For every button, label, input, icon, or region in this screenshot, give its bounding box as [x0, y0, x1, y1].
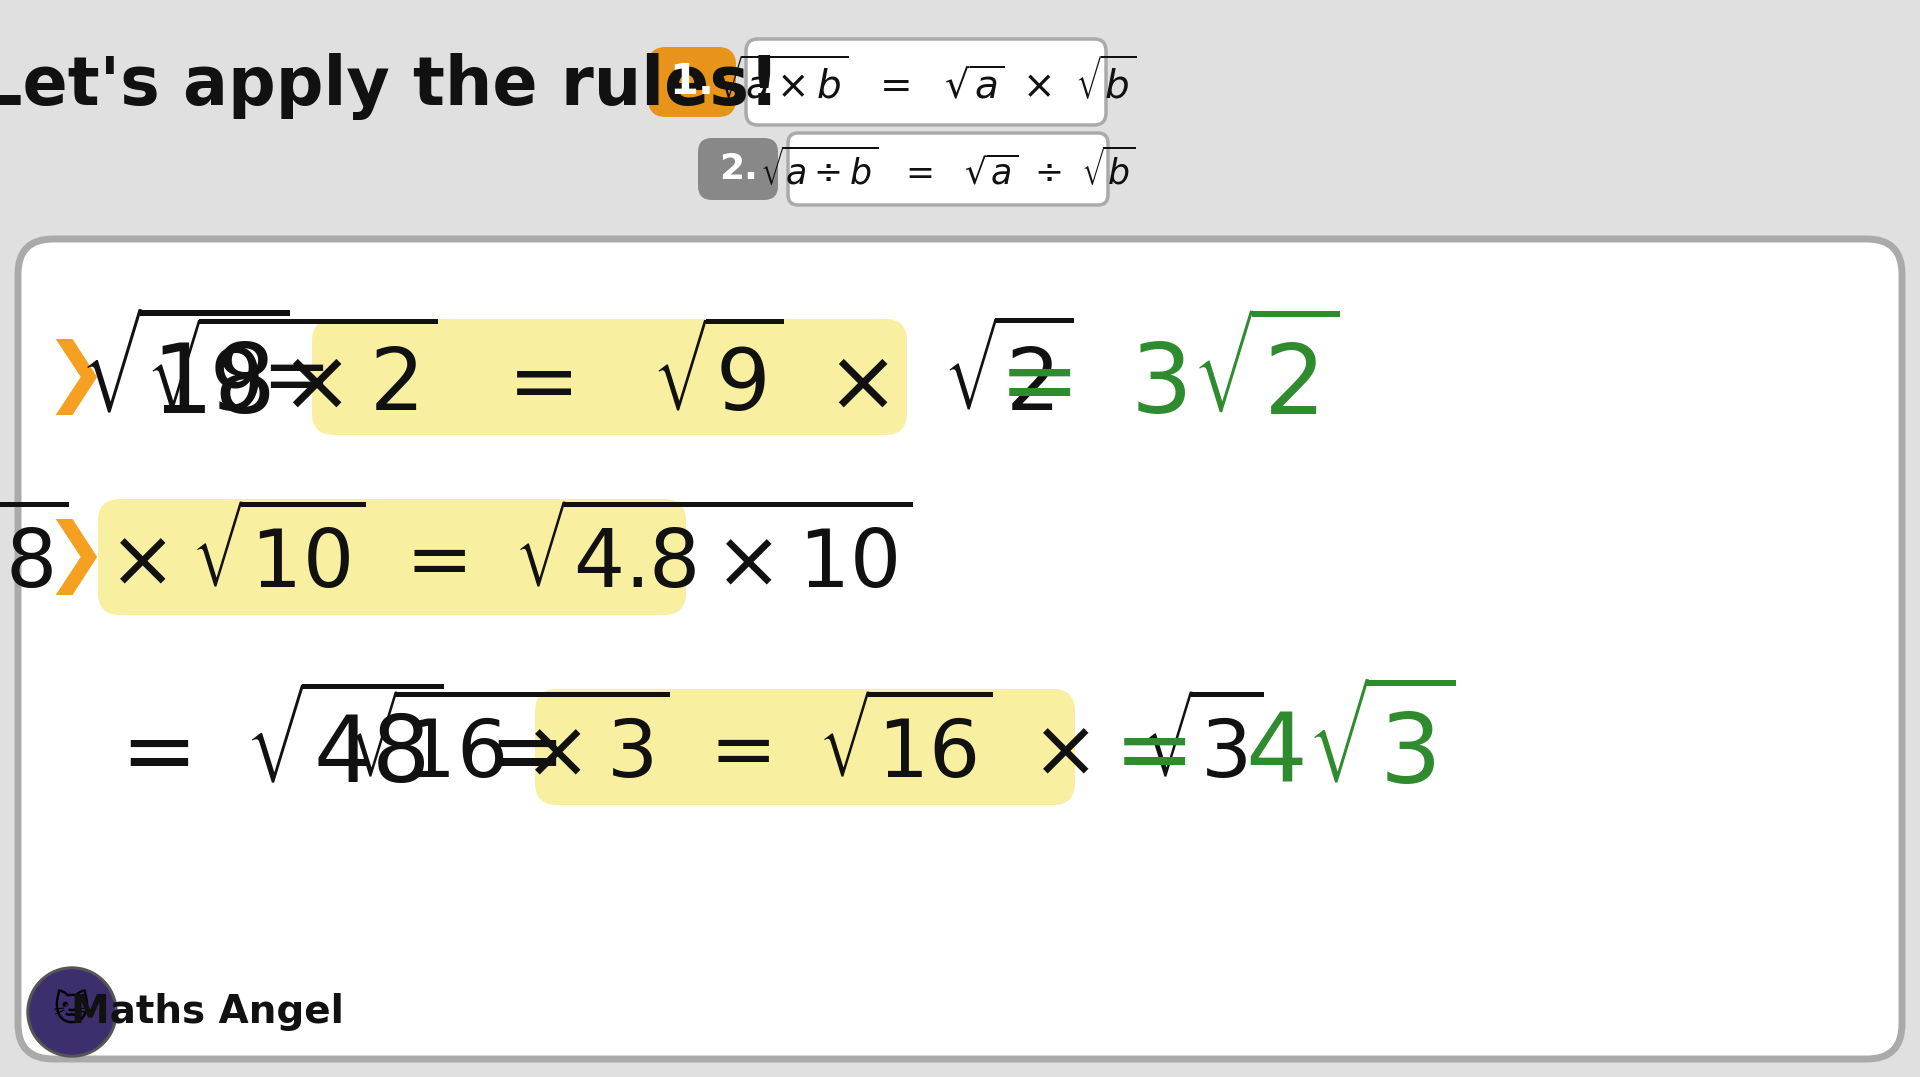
- Text: Let's apply the rules!: Let's apply the rules!: [0, 54, 780, 121]
- FancyBboxPatch shape: [699, 138, 778, 200]
- Text: ❯: ❯: [42, 339, 108, 415]
- Text: $\sqrt{4.8}\ \times\sqrt{10}\ =\ \sqrt{4.8 \times 10}$: $\sqrt{4.8}\ \times\sqrt{10}\ =\ \sqrt{4…: [0, 509, 912, 604]
- FancyBboxPatch shape: [98, 499, 685, 615]
- Text: $=\ 3\sqrt{2}$: $=\ 3\sqrt{2}$: [979, 320, 1340, 434]
- Text: $=\ \sqrt{48}\ =$: $=\ \sqrt{48}\ =$: [102, 693, 557, 801]
- Text: ❯: ❯: [42, 519, 108, 595]
- Circle shape: [31, 970, 113, 1054]
- FancyBboxPatch shape: [747, 39, 1106, 125]
- FancyBboxPatch shape: [649, 47, 735, 117]
- Text: $\sqrt{18}$: $\sqrt{18}$: [81, 320, 290, 434]
- Text: 🐱: 🐱: [54, 995, 90, 1030]
- Text: 2.: 2.: [718, 152, 756, 186]
- Text: Maths Angel: Maths Angel: [71, 993, 344, 1031]
- FancyBboxPatch shape: [787, 132, 1108, 205]
- Text: $\sqrt{a \times b}\ \ =\ \ \sqrt{a}\ \times\ \sqrt{b}$: $\sqrt{a \times b}\ \ =\ \ \sqrt{a}\ \ti…: [716, 57, 1137, 107]
- FancyBboxPatch shape: [536, 689, 1075, 805]
- Text: $\sqrt{9 \times 2}\ \ =\ \ \sqrt{9}\ \times\ \sqrt{2}$: $\sqrt{9 \times 2}\ \ =\ \ \sqrt{9}\ \ti…: [146, 325, 1073, 429]
- Circle shape: [27, 967, 117, 1057]
- FancyBboxPatch shape: [311, 319, 906, 435]
- Text: $=\ 4\sqrt{3}$: $=\ 4\sqrt{3}$: [1094, 690, 1455, 805]
- Text: $=$: $=$: [246, 336, 324, 418]
- Text: $\sqrt{16 \times 3}\ =\ \sqrt{16}\ \times\ \sqrt{3}$: $\sqrt{16 \times 3}\ =\ \sqrt{16}\ \time…: [346, 699, 1263, 795]
- FancyBboxPatch shape: [17, 239, 1903, 1059]
- Text: 1.: 1.: [670, 61, 714, 103]
- Text: $\sqrt{a \div b}\ \ =\ \ \sqrt{a}\ \div\ \sqrt{b}$: $\sqrt{a \div b}\ \ =\ \ \sqrt{a}\ \div\…: [760, 148, 1137, 191]
